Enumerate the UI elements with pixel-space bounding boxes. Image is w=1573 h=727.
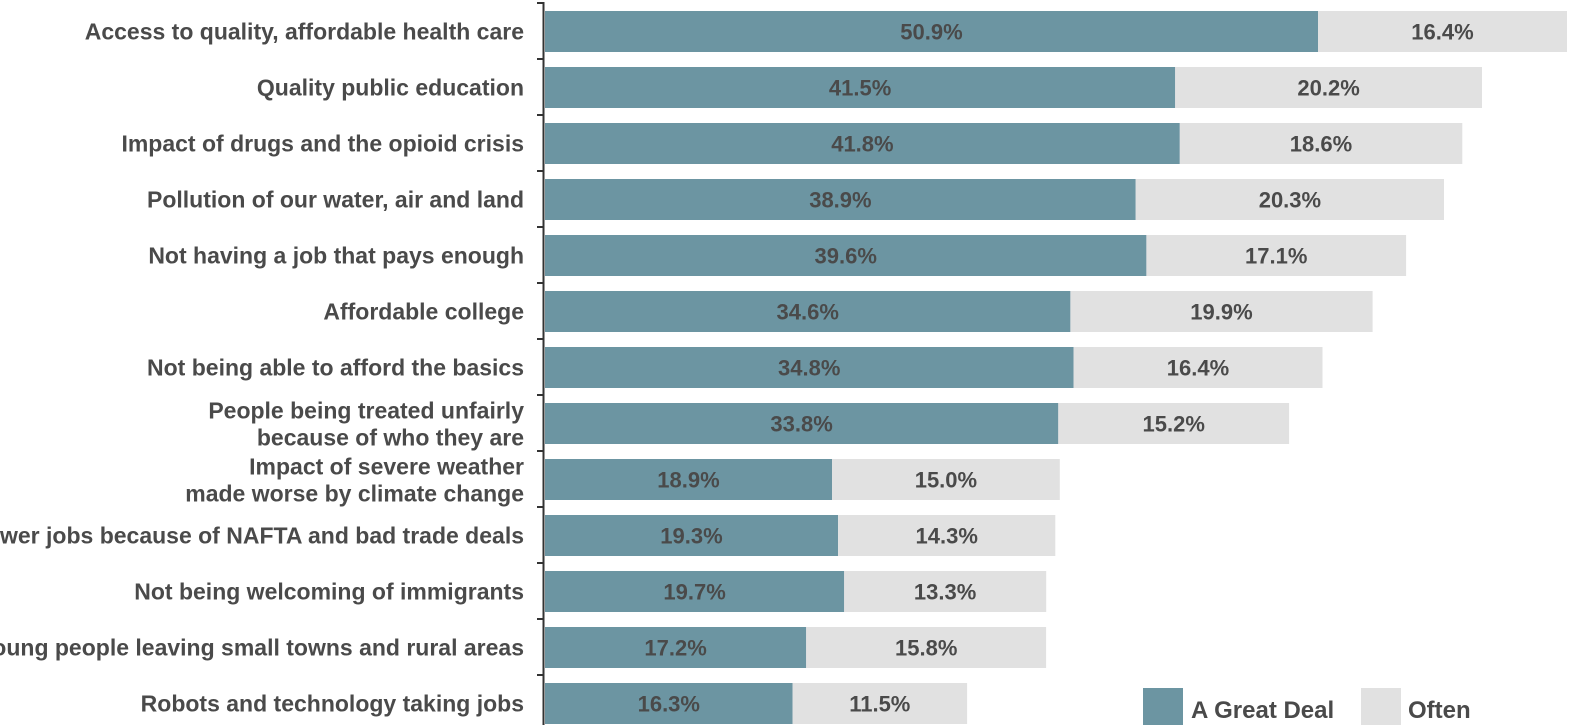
bar-often-8	[832, 459, 1060, 500]
value-label-great-deal-3: 38.9%	[809, 188, 871, 213]
bar-often-0	[1318, 11, 1567, 52]
value-label-often-1: 20.2%	[1297, 76, 1359, 101]
bar-often-2	[1179, 123, 1463, 164]
category-label-2: Impact of drugs and the opioid crisis	[121, 131, 524, 157]
bar-great-deal-2	[545, 123, 1180, 164]
value-labels-group: 50.9% 16.4% 41.5% 20.2% 41.8% 18.6% 38.9% 20.3%…	[638, 20, 1474, 717]
value-label-often-2: 18.6%	[1290, 132, 1352, 157]
value-label-often-12: 11.5%	[849, 692, 910, 717]
category-label-1: Quality public education	[257, 75, 524, 101]
bar-great-deal-9	[545, 515, 839, 556]
bar-great-deal-8	[545, 459, 832, 500]
bar-often-3	[1135, 179, 1444, 220]
bar-often-9	[838, 515, 1056, 556]
value-label-often-0: 16.4%	[1411, 20, 1473, 45]
bar-often-5	[1070, 291, 1373, 332]
y-axis	[537, 2, 545, 725]
legend-label-great-deal: A Great Deal	[1191, 697, 1334, 724]
bar-often-11	[806, 627, 1047, 668]
category-label-8-line-1: made worse by climate change	[185, 481, 524, 507]
bar-often-4	[1146, 235, 1407, 276]
bar-great-deal-5	[545, 291, 1071, 332]
category-label-7-line-1: because of who they are	[257, 425, 524, 451]
value-label-often-5: 19.9%	[1190, 300, 1252, 325]
bar-great-deal-7	[545, 403, 1059, 444]
bar-often-6	[1073, 347, 1323, 388]
value-label-great-deal-5: 34.6%	[777, 300, 839, 325]
legend-swatch-often	[1361, 688, 1401, 725]
value-label-great-deal-11: 17.2%	[644, 636, 706, 661]
bar-great-deal-4	[545, 235, 1147, 276]
bar-great-deal-10	[545, 571, 845, 612]
bar-often-7	[1058, 403, 1290, 444]
legend-swatch-great-deal	[1143, 688, 1183, 725]
legend-label-often: Often	[1408, 697, 1471, 724]
category-label-8-line-0: Impact of severe weather	[249, 454, 524, 480]
category-label-4: Not having a job that pays enough	[148, 243, 524, 269]
legend: A Great Deal Often	[1143, 688, 1471, 725]
bars-group	[545, 11, 1567, 724]
category-label-7-line-0: People being treated unfairly	[208, 398, 524, 424]
value-label-great-deal-0: 50.9%	[900, 20, 962, 45]
bar-often-1	[1175, 67, 1482, 108]
category-label-5: Affordable college	[323, 299, 524, 325]
value-label-often-4: 17.1%	[1245, 244, 1307, 269]
value-label-often-11: 15.8%	[895, 636, 957, 661]
value-label-great-deal-9: 19.3%	[660, 524, 722, 549]
value-label-great-deal-12: 16.3%	[638, 692, 700, 717]
value-label-great-deal-8: 18.9%	[657, 468, 719, 493]
bar-great-deal-12	[545, 683, 793, 724]
category-label-3: Pollution of our water, air and land	[147, 187, 524, 213]
value-label-often-6: 16.4%	[1167, 356, 1229, 381]
category-labels-group: Access to quality, affordable health car…	[0, 19, 524, 717]
value-label-great-deal-2: 41.8%	[831, 132, 893, 157]
value-label-great-deal-1: 41.5%	[829, 76, 891, 101]
category-label-10: Not being welcoming of immigrants	[134, 579, 524, 605]
bar-great-deal-0	[545, 11, 1318, 52]
bar-often-12	[792, 683, 968, 724]
value-label-often-10: 13.3%	[914, 580, 976, 605]
bar-great-deal-1	[545, 67, 1176, 108]
category-label-12: Robots and technology taking jobs	[141, 691, 524, 717]
value-label-great-deal-7: 33.8%	[770, 412, 832, 437]
value-label-often-9: 14.3%	[916, 524, 978, 549]
value-label-great-deal-6: 34.8%	[778, 356, 840, 381]
value-label-often-3: 20.3%	[1259, 188, 1321, 213]
category-label-11: Young people leaving small towns and rur…	[0, 635, 524, 661]
value-label-great-deal-10: 19.7%	[663, 580, 725, 605]
bar-great-deal-11	[545, 627, 807, 668]
category-label-0: Access to quality, affordable health car…	[85, 19, 524, 45]
value-label-great-deal-4: 39.6%	[815, 244, 877, 269]
value-label-often-7: 15.2%	[1143, 412, 1205, 437]
category-label-6: Not being able to afford the basics	[147, 355, 524, 381]
bar-great-deal-3	[545, 179, 1136, 220]
bar-great-deal-6	[545, 347, 1074, 388]
value-label-often-8: 15.0%	[915, 468, 977, 493]
category-label-9: Fewer jobs because of NAFTA and bad trad…	[0, 523, 524, 549]
bar-often-10	[844, 571, 1047, 612]
